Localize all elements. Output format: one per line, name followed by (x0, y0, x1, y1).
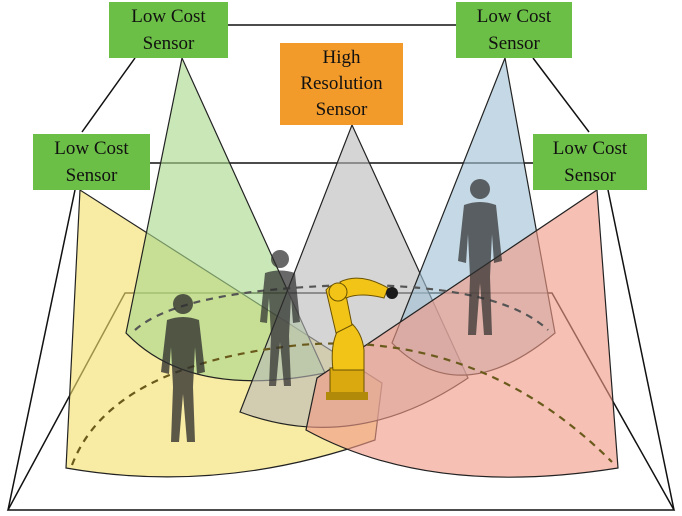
human-silhouette-icon (458, 179, 502, 335)
human-silhouette-icon (260, 250, 300, 386)
human-silhouette-icon (161, 294, 205, 442)
industrial-robot-arm-icon (325, 277, 398, 400)
high-resolution-sensor-label: High Resolution Sensor (280, 43, 403, 125)
low-cost-sensor-label-mid-left: Low Cost Sensor (33, 134, 150, 190)
low-cost-sensor-label-top-left: Low Cost Sensor (109, 2, 228, 58)
low-cost-sensor-label-top-right: Low Cost Sensor (456, 2, 572, 58)
cone-red (305, 188, 619, 478)
low-cost-sensor-label-mid-right: Low Cost Sensor (533, 134, 647, 190)
